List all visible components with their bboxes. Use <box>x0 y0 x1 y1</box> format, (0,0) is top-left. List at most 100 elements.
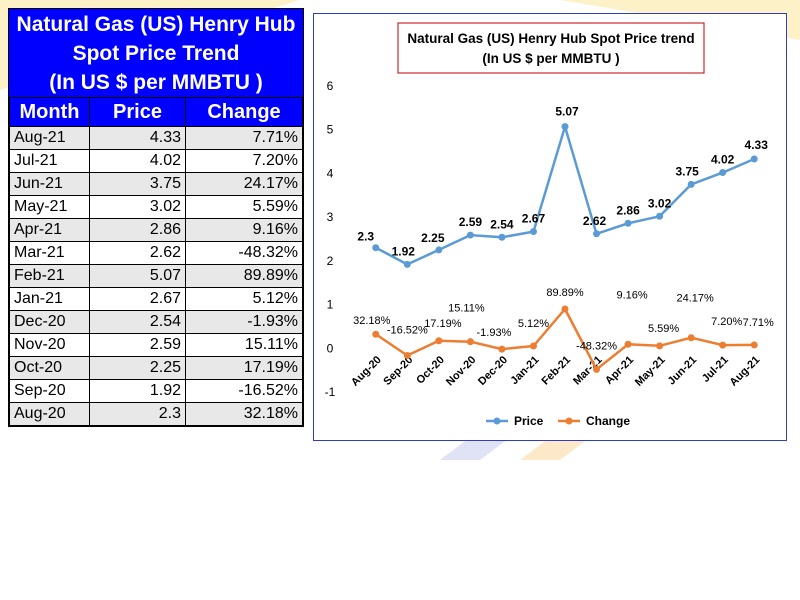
data-point-price <box>719 169 727 177</box>
x-tick-label: Oct-20 <box>414 354 447 387</box>
data-point-price <box>561 123 569 131</box>
x-axis-labels: Aug-20Sep-20Oct-20Nov-20Dec-20Jan-21Feb-… <box>349 354 762 389</box>
data-label-change: 32.18% <box>353 315 391 327</box>
data-label-price: 4.02 <box>711 153 735 167</box>
data-point-change <box>656 342 664 350</box>
data-point-change <box>435 337 443 345</box>
data-point-price <box>435 246 443 254</box>
data-label-price: 2.59 <box>459 215 483 229</box>
x-tick-label: Sep-20 <box>381 354 415 388</box>
chart-legend: Price Change <box>486 414 630 428</box>
data-label-price: 2.3 <box>357 230 374 244</box>
y-tick-label: 0 <box>327 341 334 355</box>
data-point-change <box>498 345 506 353</box>
data-labels: 2.3 1.92 2.25 2.59 2.54 2.67 5.07 2.62 2.86 3.02 3… <box>353 105 774 353</box>
table-row: Jul-21 4.02 7.20% <box>9 149 303 173</box>
cell-price: 5.07 <box>89 264 186 288</box>
data-label-change: 5.12% <box>518 318 549 330</box>
cell-month: Feb-21 <box>9 264 90 288</box>
cell-change: -48.32% <box>185 241 303 265</box>
chart-subtitle: (In US $ per MMBTU ) <box>482 51 619 66</box>
cell-month: Sep-20 <box>9 379 90 403</box>
cell-month: Dec-20 <box>9 310 90 334</box>
data-point-price <box>372 244 380 252</box>
data-label-price: 4.33 <box>745 138 769 152</box>
table-title: Natural Gas (US) Henry Hub Spot Price Tr… <box>9 9 303 97</box>
data-label-price: 3.75 <box>675 164 699 178</box>
data-label-price: 2.62 <box>583 214 607 228</box>
data-label-price: 2.67 <box>522 212 546 226</box>
data-label-change: 24.17% <box>676 293 714 305</box>
data-label-change: -16.52% <box>387 325 428 337</box>
table-row: Jun-21 3.75 24.17% <box>9 172 303 196</box>
table-row: Jan-21 2.67 5.12% <box>9 287 303 311</box>
cell-month: Jan-21 <box>9 287 90 311</box>
data-label-change: 15.11% <box>448 303 485 315</box>
column-header-price: Price <box>89 97 186 127</box>
x-tick-label: May-21 <box>633 354 668 389</box>
y-tick-label: 6 <box>327 79 334 93</box>
y-tick-label: 5 <box>327 123 334 137</box>
data-point-price <box>498 233 506 241</box>
table-row: Oct-20 2.25 17.19% <box>9 356 303 380</box>
table-row: Mar-21 2.62 -48.32% <box>9 241 303 265</box>
cell-change: -16.52% <box>185 379 303 403</box>
series-lines <box>372 123 758 373</box>
cell-price: 2.86 <box>89 218 186 242</box>
cell-month: Aug-20 <box>9 402 90 426</box>
table-row: Aug-20 2.3 32.18% <box>9 402 303 426</box>
cell-month: May-21 <box>9 195 90 219</box>
table-title-line-1: Natural Gas (US) Henry Hub <box>16 12 296 36</box>
table-row: Sep-20 1.92 -16.52% <box>9 379 303 403</box>
data-point-change <box>593 365 601 373</box>
data-point-price <box>656 212 664 220</box>
x-tick-label: Jun-21 <box>666 354 700 388</box>
cell-month: Mar-21 <box>9 241 90 265</box>
data-point-price <box>466 231 474 239</box>
legend-label: Change <box>586 414 630 428</box>
price-table: Natural Gas (US) Henry Hub Spot Price Tr… <box>8 8 304 427</box>
data-label-change: 17.19% <box>424 318 462 330</box>
table-row: May-21 3.02 5.59% <box>9 195 303 219</box>
cell-change: 24.17% <box>185 172 303 196</box>
cell-change: 9.16% <box>185 218 303 242</box>
data-label-change: 7.71% <box>743 317 774 329</box>
cell-change: 7.71% <box>185 126 303 150</box>
data-label-price: 2.25 <box>421 231 445 245</box>
data-point-price <box>403 260 411 268</box>
data-label-price: 2.54 <box>490 217 514 231</box>
data-point-change <box>687 334 695 342</box>
data-point-price <box>750 155 758 163</box>
table-row: Dec-20 2.54 -1.93% <box>9 310 303 334</box>
data-label-change: 5.59% <box>648 323 679 335</box>
data-label-change: 89.89% <box>546 287 584 299</box>
data-label-change: -48.32% <box>576 340 617 352</box>
column-header-change: Change <box>185 97 303 127</box>
data-point-change <box>372 330 380 338</box>
data-point-change <box>719 341 727 349</box>
y-tick-label: -1 <box>325 385 336 399</box>
cell-change: 32.18% <box>185 402 303 426</box>
cell-change: 15.11% <box>185 333 303 357</box>
cell-price: 2.67 <box>89 287 186 311</box>
y-tick-label: 2 <box>327 254 334 268</box>
cell-price: 2.59 <box>89 333 186 357</box>
cell-price: 2.54 <box>89 310 186 334</box>
cell-month: Nov-20 <box>9 333 90 357</box>
data-point-price <box>624 219 632 227</box>
column-header-month: Month <box>9 97 90 127</box>
x-tick-label: Dec-20 <box>476 354 510 388</box>
data-label-price: 5.07 <box>555 105 579 119</box>
x-tick-label: Jan-21 <box>508 354 541 387</box>
table-row: Apr-21 2.86 9.16% <box>9 218 303 242</box>
cell-month: Aug-21 <box>9 126 90 150</box>
cell-month: Apr-21 <box>9 218 90 242</box>
x-tick-label: Aug-20 <box>349 354 384 389</box>
data-point-price <box>687 180 695 188</box>
y-tick-label: 4 <box>327 166 334 180</box>
table-title-line-2: Spot Price Trend <box>72 41 240 65</box>
cell-change: -1.93% <box>185 310 303 334</box>
data-label-change: 7.20% <box>711 316 742 328</box>
chart-panel: Natural Gas (US) Henry Hub Spot Price tr… <box>313 13 787 441</box>
x-tick-label: Aug-21 <box>728 354 763 389</box>
